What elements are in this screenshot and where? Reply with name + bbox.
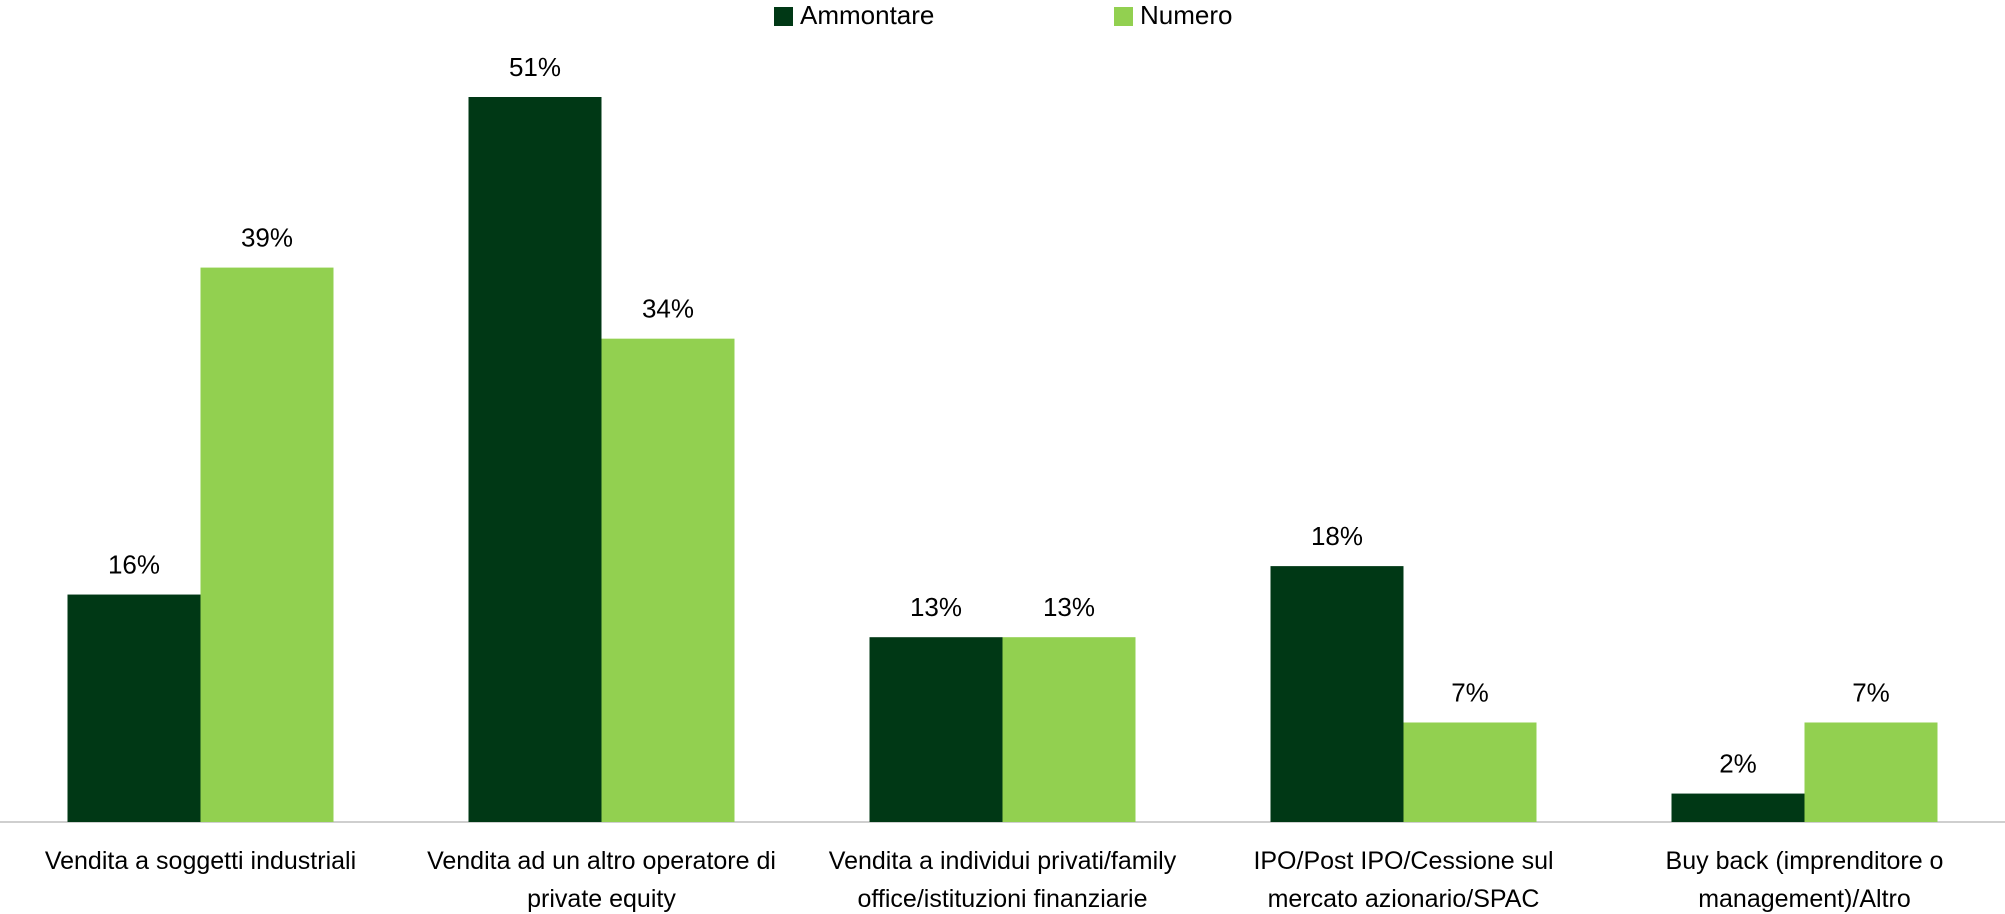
bar [468,97,602,822]
bar [67,594,201,822]
bar [1804,722,1938,822]
x-tick-label: Vendita a soggetti industriali [44,847,357,875]
legend-label: Ammontare [800,0,934,30]
x-tick-label: Vendita ad un altro operatore di private… [427,847,776,913]
data-label: 13% [910,592,962,622]
data-label: 13% [1043,592,1095,622]
data-label: 7% [1451,677,1489,707]
data-label: 2% [1719,748,1757,778]
x-tick-label: Buy back (imprenditore o management)/Alt… [1665,847,1944,913]
bar [601,338,735,822]
bar [200,267,334,822]
data-label: 34% [642,294,694,324]
data-label: 39% [241,222,293,252]
legend-label: Numero [1140,0,1232,30]
bar [1671,793,1805,822]
data-label: 16% [108,549,160,579]
legend-swatch [1114,7,1133,26]
x-tick-label: Vendita a individui privati/family offic… [828,847,1177,913]
bar [1002,637,1136,822]
bar [1403,722,1537,822]
legend-swatch [774,7,793,26]
data-label: 51% [509,52,561,82]
bar [1270,566,1404,822]
data-label: 7% [1852,677,1890,707]
x-tick-label: IPO/Post IPO/Cessione sul mercato aziona… [1253,847,1554,913]
data-label: 18% [1311,521,1363,551]
bar [869,637,1003,822]
